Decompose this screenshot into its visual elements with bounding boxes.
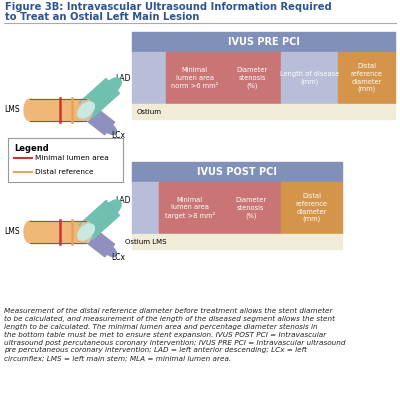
Text: IVUS POST PCI: IVUS POST PCI [197,167,277,177]
Bar [159,234,220,249]
Text: LMS: LMS [4,228,20,236]
Bar [280,104,338,119]
Bar [281,234,342,249]
Ellipse shape [80,221,92,243]
Bar [159,234,220,249]
Text: Ostium: Ostium [136,108,162,114]
Bar [132,32,395,119]
Text: Distal reference: Distal reference [35,169,94,175]
Bar [280,52,338,104]
Bar [338,104,395,119]
Text: Minimal
lumen area
norm >6 mm²: Minimal lumen area norm >6 mm² [171,68,218,88]
Bar [30,99,82,121]
Text: to Treat an Ostial Left Main Lesion: to Treat an Ostial Left Main Lesion [5,12,199,22]
Text: LAD: LAD [115,74,130,83]
Bar [223,52,280,104]
Ellipse shape [103,244,116,256]
Text: Diameter
stenosis
(%): Diameter stenosis (%) [235,197,266,219]
Text: Minimal
lumen area
target >8 mm²: Minimal lumen area target >8 mm² [165,197,215,219]
Bar [223,104,280,119]
Text: Legend: Legend [14,144,49,153]
Bar [281,182,342,234]
Bar [132,234,159,249]
Ellipse shape [24,221,36,243]
Bar [220,234,281,249]
Bar [132,52,166,104]
Text: LCx: LCx [112,132,126,140]
Polygon shape [79,78,120,118]
Bar [159,182,220,234]
Bar [132,104,166,119]
Text: Diameter
stenosis
(%): Diameter stenosis (%) [236,67,268,89]
Bar [220,182,281,234]
Bar [132,162,342,182]
Ellipse shape [103,122,116,134]
Text: Ostium LMS: Ostium LMS [125,238,166,244]
Bar [220,234,281,249]
Text: Length of disease
(mm): Length of disease (mm) [280,71,339,85]
Bar [166,104,223,119]
Text: LMS: LMS [4,106,20,114]
Text: Distal
reference
diameter
(mm): Distal reference diameter (mm) [350,64,382,92]
Ellipse shape [104,200,121,216]
Bar [338,104,395,119]
Text: Minimal lumen area: Minimal lumen area [35,155,109,161]
Bar [132,32,395,52]
Ellipse shape [104,78,121,94]
Bar [159,182,220,234]
Text: Figure 3B: Intravascular Ultrasound Information Required: Figure 3B: Intravascular Ultrasound Info… [5,2,332,12]
Bar [132,104,166,119]
Bar [338,52,395,104]
Polygon shape [81,104,114,135]
Ellipse shape [24,99,36,121]
Ellipse shape [78,224,94,240]
Bar [8,138,123,182]
Bar [166,52,223,104]
Bar [338,52,395,104]
Text: Measurement of the distal reference diameter before treatment allows the stent d: Measurement of the distal reference diam… [4,308,346,361]
Ellipse shape [78,102,94,118]
Bar [281,182,342,234]
Bar [220,182,281,234]
Bar [166,52,223,104]
Polygon shape [79,200,120,240]
Bar [280,104,338,119]
Bar [280,52,338,104]
Text: Distal
reference
diameter
(mm): Distal reference diameter (mm) [296,194,328,222]
Bar [223,52,280,104]
Bar [132,52,166,104]
Text: LCx: LCx [112,254,126,262]
Bar [166,104,223,119]
Text: IVUS PRE PCI: IVUS PRE PCI [228,37,300,47]
Polygon shape [81,226,114,257]
Text: LAD: LAD [115,196,130,205]
Bar [30,221,82,243]
Bar [132,182,159,234]
Bar [223,104,280,119]
Bar [132,182,159,234]
Bar [132,162,342,249]
Bar [281,234,342,249]
Bar [132,234,159,249]
Ellipse shape [80,99,92,121]
